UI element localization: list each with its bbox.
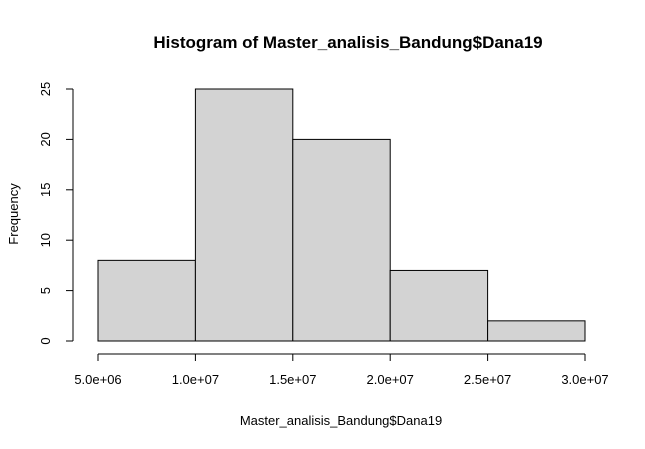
y-axis-label: Frequency bbox=[6, 183, 21, 245]
y-tick-label-4: 15 bbox=[38, 183, 53, 197]
x-tick-label-2: 1.0e+07 bbox=[172, 372, 219, 387]
histogram-bar-1 bbox=[97, 259, 196, 342]
y-tick-label-1: 0 bbox=[38, 337, 53, 344]
y-tick-label-5: 20 bbox=[38, 132, 53, 146]
chart-title: Histogram of Master_analisis_Bandung$Dan… bbox=[153, 33, 542, 52]
histogram-bar-2 bbox=[194, 88, 294, 342]
bars-group bbox=[97, 88, 586, 342]
x-tick-label-6: 3.0e+07 bbox=[561, 372, 608, 387]
x-axis: 5.0e+06 1.0e+07 1.5e+07 2.0e+07 2.5e+07 3.0e+… bbox=[74, 353, 609, 387]
y-tick-label-3: 10 bbox=[38, 233, 53, 247]
y-tick-label-2: 5 bbox=[38, 287, 53, 294]
x-axis-label: Master_analisis_Bandung$Dana19 bbox=[240, 413, 442, 428]
x-tick-label-4: 2.0e+07 bbox=[367, 372, 414, 387]
histogram-bar-5 bbox=[487, 320, 586, 342]
y-axis: 0 5 10 15 20 25 bbox=[38, 82, 74, 345]
x-tick-label-3: 1.5e+07 bbox=[269, 372, 316, 387]
histogram-bar-3 bbox=[292, 138, 391, 342]
x-tick-label-5: 2.5e+07 bbox=[464, 372, 511, 387]
x-tick-label-1: 5.0e+06 bbox=[74, 372, 121, 387]
histogram-bar-4 bbox=[389, 269, 489, 342]
y-tick-label-6: 25 bbox=[38, 82, 53, 96]
